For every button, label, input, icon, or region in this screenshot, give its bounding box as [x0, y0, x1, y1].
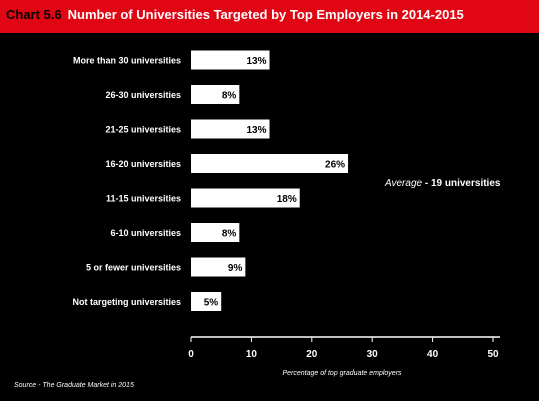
category-label-1: 26-30 universities — [105, 90, 181, 100]
category-label-7: Not targeting universities — [72, 297, 181, 307]
chart-number: Chart 5.6 — [6, 7, 62, 22]
average-annotation-text: - 19 universities — [422, 178, 501, 189]
bar-3 — [191, 154, 349, 173]
value-label-3: 26% — [325, 160, 345, 171]
bar-2 — [191, 119, 270, 139]
category-label-6: 5 or fewer universities — [86, 263, 181, 273]
value-label-1: 8% — [222, 91, 237, 102]
bar-5 — [191, 223, 240, 242]
category-label-5: 6-10 universities — [110, 228, 181, 238]
x-tick-label-3: 30 — [367, 349, 379, 360]
category-label-4: 11-15 universities — [106, 194, 181, 204]
value-label-5: 8% — [222, 229, 237, 240]
category-label-3: 16-20 universities — [105, 159, 181, 169]
x-axis-ticks-group: 0 10 20 30 40 50 — [188, 337, 499, 360]
average-annotation: Average - 19 universities — [384, 178, 501, 189]
x-tick-label-1: 10 — [246, 349, 258, 360]
value-label-4: 18% — [277, 194, 297, 205]
category-labels-group: More than 30 universities 26-30 universit… — [72, 56, 181, 308]
bar-7 — [191, 292, 222, 311]
x-tick-label-5: 50 — [487, 349, 499, 360]
value-label-0: 13% — [247, 56, 267, 67]
bar-6 — [191, 257, 246, 277]
x-axis-title: Percentage of top graduate employers — [282, 370, 402, 377]
value-labels-group: 13% 8% 13% 26% 18% 8% 9% 5% — [204, 56, 345, 309]
value-label-2: 13% — [247, 125, 267, 136]
bars-group — [191, 50, 349, 311]
title-bar: Chart 5.6 Number of Universities Targeted… — [0, 0, 539, 33]
bar-0 — [191, 50, 270, 70]
average-annotation-emphasis: Average — [384, 178, 423, 189]
source-note: Source - The Graduate Market in 2015 — [14, 382, 134, 389]
category-label-2: 21-25 universities — [105, 125, 181, 135]
chart-title: Chart 5.6 Number of Universities Targeted… — [6, 7, 464, 22]
value-label-7: 5% — [204, 298, 219, 309]
bar-1 — [191, 85, 240, 104]
category-label-0: More than 30 universities — [73, 56, 181, 66]
x-tick-label-4: 40 — [427, 349, 439, 360]
x-tick-label-2: 20 — [306, 349, 318, 360]
chart-title-text: Number of Universities Targeted by Top E… — [67, 7, 464, 22]
x-tick-label-0: 0 — [188, 349, 194, 360]
bar-4 — [191, 188, 300, 208]
value-label-6: 9% — [228, 263, 243, 274]
